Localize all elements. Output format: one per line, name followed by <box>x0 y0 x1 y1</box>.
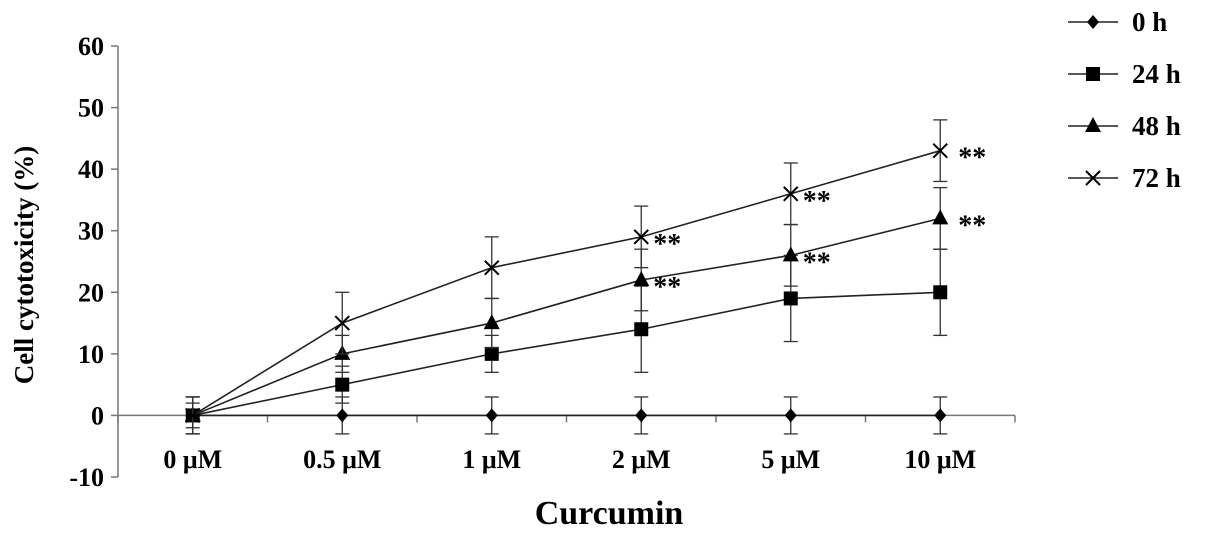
series-layer <box>184 119 949 435</box>
significance-mark: ** <box>803 186 831 217</box>
series-line <box>192 217 941 417</box>
y-tick-label: 40 <box>78 155 104 184</box>
data-point <box>783 186 799 202</box>
significance-mark: ** <box>958 210 986 241</box>
y-axis-title: Cell cytotoxicity (%) <box>9 146 39 384</box>
legend-marker <box>1086 67 1100 81</box>
y-tick-label: 10 <box>78 340 104 369</box>
x-axis-title: Curcumin <box>535 495 684 532</box>
x-tick-label: 1 μM <box>462 445 521 474</box>
legend-label: 48 h <box>1132 111 1181 141</box>
cross-stroke <box>484 259 500 276</box>
annotations: ** ** ** ** ** ** <box>653 143 986 303</box>
cross-stroke <box>1085 170 1101 186</box>
data-point <box>334 315 350 331</box>
legend-marker <box>1087 15 1099 29</box>
y-tick-label: 30 <box>78 217 104 246</box>
data-point <box>783 291 798 306</box>
x-tick-label: 2 μM <box>612 445 671 474</box>
data-point <box>485 408 498 423</box>
x-tick-label: 10 μM <box>904 445 976 474</box>
y-tick-label: 20 <box>78 278 104 307</box>
cross-stroke <box>633 229 649 245</box>
data-point <box>483 314 500 330</box>
axes: -10 0 10 20 30 40 50 60 0 μM 0.5 μM 1 μM 2 μM 5 μM 10… <box>69 32 1016 492</box>
data-point <box>932 142 948 159</box>
legend: 0 h 24 h 48 h 72 h <box>1068 7 1181 193</box>
cross-stroke <box>783 186 799 202</box>
data-point <box>633 229 649 245</box>
data-point <box>634 322 649 337</box>
legend-label: 24 h <box>1132 59 1181 89</box>
data-point <box>484 346 499 361</box>
series-line <box>192 149 941 417</box>
significance-mark: ** <box>653 272 681 303</box>
x-tick-label: 5 μM <box>761 445 820 474</box>
cross-stroke <box>334 315 350 331</box>
y-tick-label: 60 <box>78 32 104 61</box>
data-point <box>784 408 797 423</box>
legend-item: 24 h <box>1068 59 1181 89</box>
significance-mark: ** <box>803 247 831 278</box>
significance-mark: ** <box>653 229 681 260</box>
data-point <box>336 408 349 423</box>
series-72h <box>185 119 948 429</box>
data-point <box>185 407 201 424</box>
y-tick-label: 50 <box>78 94 104 123</box>
data-point <box>933 285 948 300</box>
legend-item: 48 h <box>1068 111 1181 141</box>
data-point <box>484 259 500 276</box>
data-point <box>932 209 949 225</box>
data-point <box>635 408 648 423</box>
legend-marker <box>1085 117 1101 132</box>
legend-label: 72 h <box>1132 163 1181 193</box>
significance-mark: ** <box>958 143 986 174</box>
data-point <box>633 270 650 286</box>
series-48h <box>184 186 949 435</box>
y-tick-label: -10 <box>69 463 104 492</box>
x-tick-label: 0 μM <box>163 445 222 474</box>
cross-stroke <box>932 142 948 159</box>
legend-label: 0 h <box>1132 7 1167 37</box>
y-tick-label: 0 <box>91 401 104 430</box>
legend-item: 72 h <box>1068 163 1181 193</box>
series-0h <box>185 396 948 435</box>
data-point <box>335 377 350 392</box>
series-line <box>192 291 941 417</box>
x-tick-label: 0.5 μM <box>303 445 381 474</box>
data-point <box>782 246 799 262</box>
series-24h <box>185 248 948 435</box>
cross-stroke <box>185 407 201 424</box>
legend-item: 0 h <box>1068 7 1167 37</box>
data-point <box>934 408 947 423</box>
legend-marker <box>1085 170 1101 186</box>
